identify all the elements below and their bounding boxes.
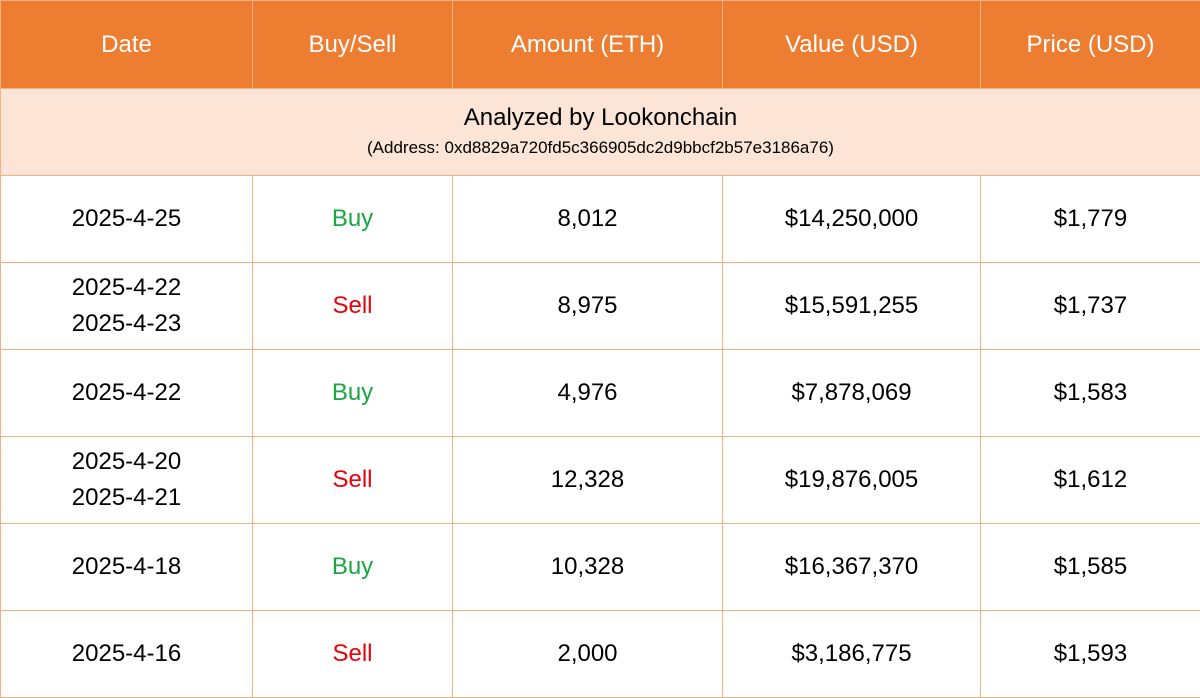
date-text: 2025-4-20: [71, 448, 182, 475]
date-text: 2025-4-18: [71, 553, 182, 580]
amount-cell: 8,012: [452, 175, 723, 263]
amount-cell: 4,976: [452, 349, 723, 437]
banner-address: (Address: 0xd8829a720fd5c366905dc2d9bbcf…: [367, 138, 834, 157]
table-row: 2025-4-20 2025-4-21 Sell 12,328 $19,876,005 $…: [0, 436, 1200, 524]
date-cell: 2025-4-25: [0, 175, 253, 263]
banner-cell: Analyzed by Lookonchain (Address: 0xd882…: [0, 88, 1200, 176]
buy-label: Buy: [252, 523, 453, 611]
price-cell: $1,737: [980, 262, 1200, 350]
value-cell: $14,250,000: [722, 175, 981, 263]
amount-cell: 2,000: [452, 610, 723, 698]
price-cell: $1,779: [980, 175, 1200, 263]
table-row: 2025-4-25 Buy 8,012 $14,250,000 $1,779: [0, 175, 1200, 263]
price-cell: $1,585: [980, 523, 1200, 611]
header-buy-sell: Buy/Sell: [252, 0, 453, 89]
value-cell: $7,878,069: [722, 349, 981, 437]
buy-label: Buy: [252, 175, 453, 263]
header-price: Price (USD): [980, 0, 1200, 89]
date-text: 2025-4-16: [71, 640, 182, 667]
banner-row: Analyzed by Lookonchain (Address: 0xd882…: [0, 88, 1200, 176]
price-cell: $1,583: [980, 349, 1200, 437]
date-cell: 2025-4-22: [0, 349, 253, 437]
banner-title: Analyzed by Lookonchain: [463, 104, 738, 131]
amount-cell: 10,328: [452, 523, 723, 611]
sell-label: Sell: [252, 436, 453, 524]
date-text: 2025-4-25: [71, 205, 182, 232]
sell-label: Sell: [252, 262, 453, 350]
value-cell: $16,367,370: [722, 523, 981, 611]
date-text: 2025-4-22: [71, 379, 182, 406]
amount-cell: 12,328: [452, 436, 723, 524]
date-text-end: 2025-4-23: [71, 310, 182, 337]
price-cell: $1,593: [980, 610, 1200, 698]
value-cell: $19,876,005: [722, 436, 981, 524]
date-text: 2025-4-22: [71, 274, 182, 301]
table-row: 2025-4-22 Buy 4,976 $7,878,069 $1,583: [0, 349, 1200, 437]
table-row: 2025-4-18 Buy 10,328 $16,367,370 $1,585: [0, 523, 1200, 611]
amount-cell: 8,975: [452, 262, 723, 350]
header-amount: Amount (ETH): [452, 0, 723, 89]
table-row: 2025-4-16 Sell 2,000 $3,186,775 $1,593: [0, 610, 1200, 698]
date-text-end: 2025-4-21: [71, 484, 182, 511]
date-cell: 2025-4-16: [0, 610, 253, 698]
date-cell: 2025-4-22 2025-4-23: [0, 262, 253, 350]
header-row: Date Buy/Sell Amount (ETH) Value (USD) P…: [0, 0, 1200, 89]
value-cell: $15,591,255: [722, 262, 981, 350]
date-cell: 2025-4-18: [0, 523, 253, 611]
price-cell: $1,612: [980, 436, 1200, 524]
sell-label: Sell: [252, 610, 453, 698]
date-cell: 2025-4-20 2025-4-21: [0, 436, 253, 524]
table-row: 2025-4-22 2025-4-23 Sell 8,975 $15,591,255 $1…: [0, 262, 1200, 350]
header-date: Date: [0, 0, 253, 89]
header-value: Value (USD): [722, 0, 981, 89]
value-cell: $3,186,775: [722, 610, 981, 698]
buy-label: Buy: [252, 349, 453, 437]
